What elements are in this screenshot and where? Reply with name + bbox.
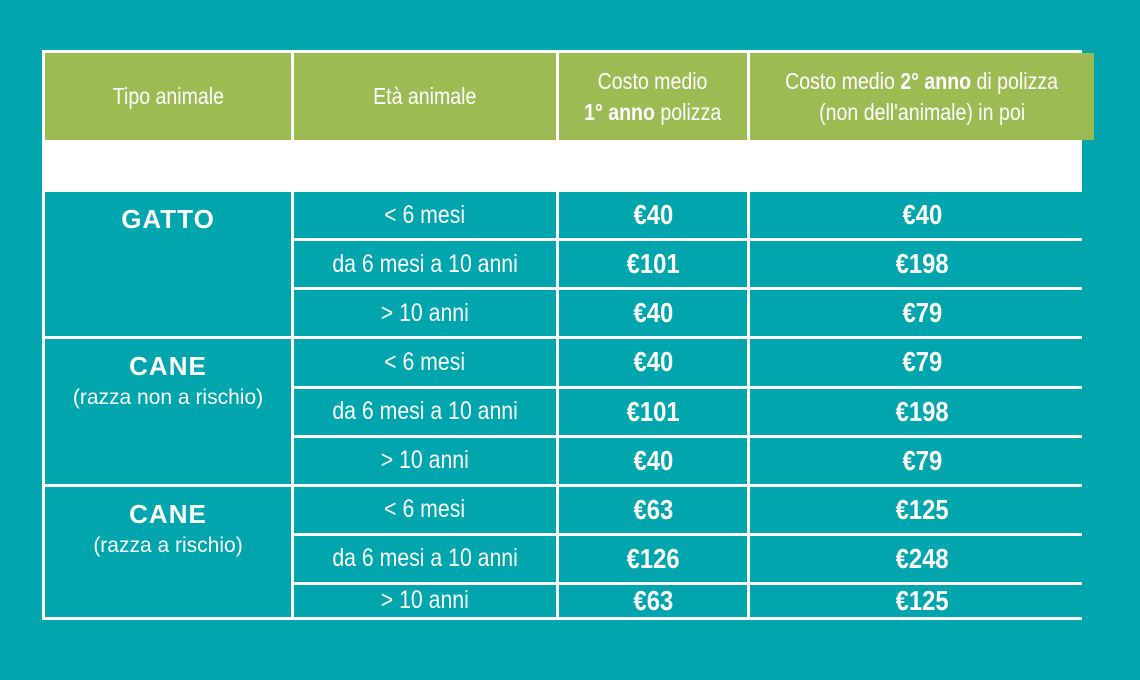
cost-year1-cell-text: €126 — [626, 542, 680, 574]
cost-year1-cell-text: €101 — [626, 248, 680, 280]
age-cell-text: < 6 mesi — [384, 495, 466, 524]
cost-year1-cell: €40 — [559, 192, 747, 239]
header-text: (non dell'animale) in poi — [819, 98, 1025, 125]
cost-year1-cell: €40 — [559, 437, 747, 484]
header-costo-1-anno: Costo medio 1° anno polizza — [559, 53, 747, 140]
animal-name: CANE — [129, 498, 207, 529]
animal-name: CANE — [129, 351, 207, 382]
header-text: Tipo animale — [112, 83, 224, 109]
cost-year1-cell-text: €40 — [633, 199, 673, 231]
cost-year1-cell-text: €101 — [626, 395, 680, 427]
cost-year2-cell-text: €79 — [902, 346, 942, 378]
cost-year2-cell-text: €125 — [895, 493, 949, 525]
age-cell-text: da 6 mesi a 10 anni — [332, 544, 518, 573]
animal-subtitle: (razza a rischio) — [93, 533, 243, 557]
cost-year2-cell: €248 — [750, 535, 1094, 582]
cost-year2-cell: €79 — [750, 290, 1094, 337]
age-cell: > 10 anni — [294, 584, 556, 617]
cost-year1-cell-text: €40 — [633, 346, 673, 378]
cost-year2-cell: €125 — [750, 584, 1094, 617]
cost-year1-cell: €40 — [559, 339, 747, 386]
cost-year2-cell: €198 — [750, 388, 1094, 435]
cost-year2-cell-text: €248 — [895, 542, 949, 574]
cost-year2-cell-text: €198 — [895, 248, 949, 280]
animal-subtitle: (razza non a rischio) — [72, 386, 264, 410]
age-cell-text: < 6 mesi — [384, 200, 466, 229]
cost-year2-cell: €125 — [750, 486, 1094, 533]
header-bold: 2° anno — [900, 67, 972, 94]
cost-year2-cell-text: €79 — [902, 444, 942, 476]
header-costo-2-anno: Costo medio 2° anno di polizza (non dell… — [750, 53, 1094, 140]
age-cell: da 6 mesi a 10 anni — [294, 388, 556, 435]
age-cell-text: da 6 mesi a 10 anni — [332, 397, 518, 426]
cost-year1-cell: €63 — [559, 584, 747, 617]
cost-year2-cell: €198 — [750, 241, 1094, 288]
age-cell-text: > 10 anni — [380, 298, 470, 327]
cost-year1-cell-text: €63 — [633, 493, 673, 525]
cost-year1-cell-text: €40 — [633, 297, 673, 329]
cost-year2-cell-text: €40 — [902, 199, 942, 231]
age-cell: da 6 mesi a 10 anni — [294, 241, 556, 288]
animal-type-cell: GATTO — [45, 192, 291, 337]
header-tipo-animale: Tipo animale — [45, 53, 291, 140]
age-cell-text: < 6 mesi — [384, 347, 466, 376]
age-cell: da 6 mesi a 10 anni — [294, 535, 556, 582]
header-rest: polizza — [655, 98, 722, 125]
header-text: Costo medio 2° anno di polizza — [786, 66, 1059, 97]
cost-year2-cell-text: €79 — [902, 297, 942, 329]
cost-year2-cell: €40 — [750, 192, 1094, 239]
cost-year2-cell-text: €125 — [895, 584, 949, 616]
animal-name: GATTO — [121, 204, 215, 235]
header-pre: Costo medio — [785, 67, 901, 94]
cost-year1-cell: €40 — [559, 290, 747, 337]
animal-type-cell: CANE (razza non a rischio) — [45, 339, 291, 484]
age-cell: < 6 mesi — [294, 192, 556, 239]
age-cell: > 10 anni — [294, 290, 556, 337]
header-text: Età animale — [373, 83, 477, 109]
cost-year1-cell: €63 — [559, 486, 747, 533]
cost-year1-cell: €101 — [559, 388, 747, 435]
cost-year2-cell-text: €198 — [895, 395, 949, 427]
age-cell-text: > 10 anni — [380, 586, 470, 615]
cost-year2-cell: €79 — [750, 339, 1094, 386]
cost-year1-cell-text: €63 — [633, 584, 673, 616]
header-text: Costo medio — [598, 67, 708, 94]
cost-year2-cell: €79 — [750, 437, 1094, 484]
age-cell-text: da 6 mesi a 10 anni — [332, 249, 518, 278]
header-eta-animale: Età animale — [294, 53, 556, 140]
animal-type-cell: CANE (razza a rischio) — [45, 486, 291, 617]
header-post: di polizza — [971, 67, 1059, 94]
cost-year1-cell: €126 — [559, 535, 747, 582]
header-text: 1° anno polizza — [584, 97, 721, 128]
age-cell-text: > 10 anni — [380, 446, 470, 475]
cost-year1-cell-text: €40 — [633, 444, 673, 476]
age-cell: < 6 mesi — [294, 339, 556, 386]
age-cell: < 6 mesi — [294, 486, 556, 533]
age-cell: > 10 anni — [294, 437, 556, 484]
cost-year1-cell: €101 — [559, 241, 747, 288]
header-bold: 1° anno — [584, 98, 656, 125]
cost-table: Tipo animale Età animale Costo medio 1° … — [42, 50, 1094, 620]
